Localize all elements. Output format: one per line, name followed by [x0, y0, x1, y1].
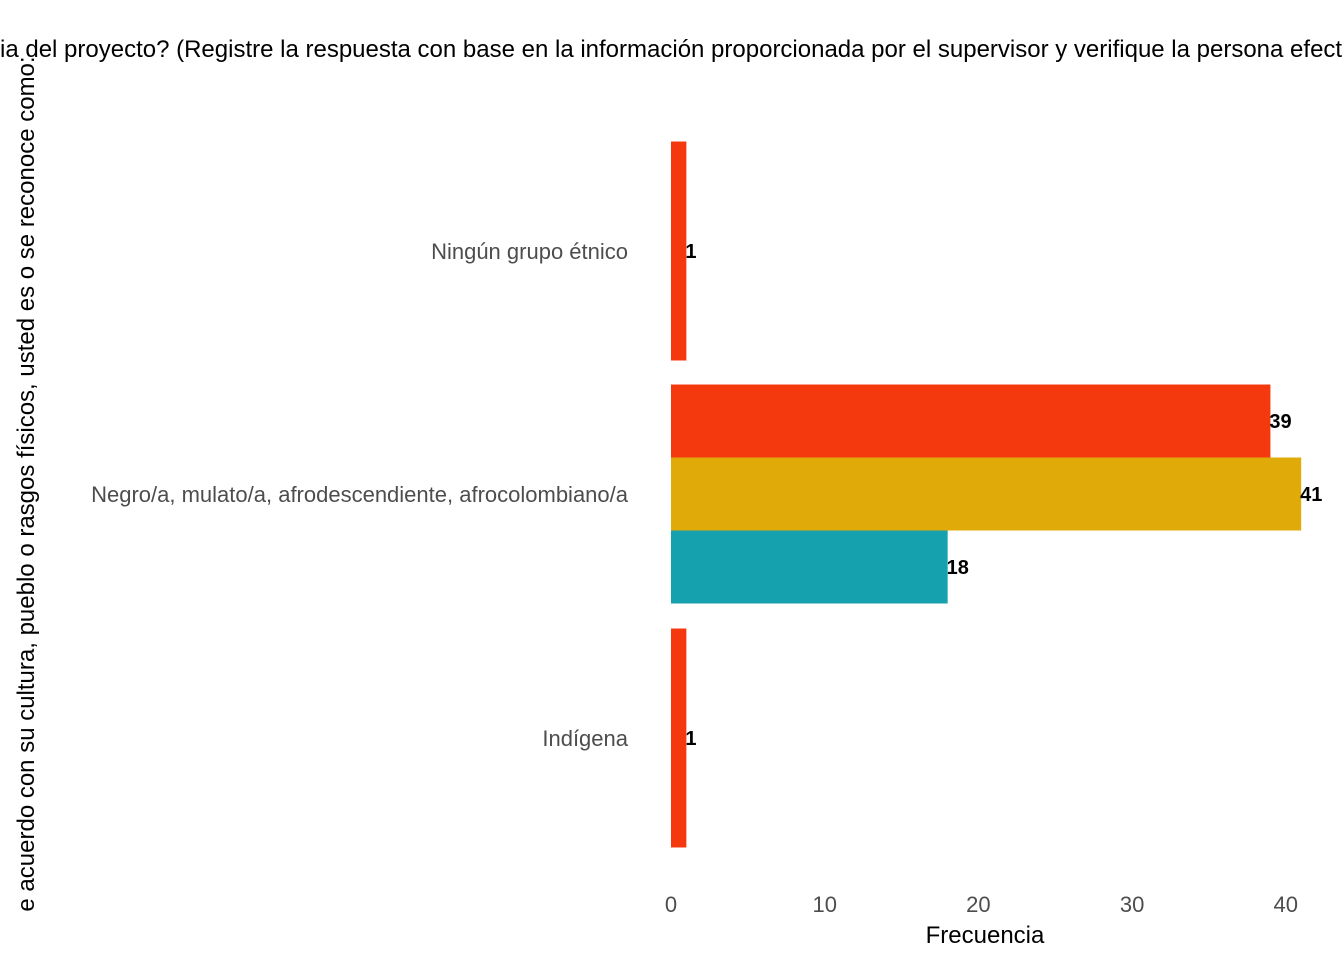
bar-labels-group: 1 39 41 18 1 [685, 241, 1322, 750]
category-label: Negro/a, mulato/a, afrodescendiente, afr… [91, 482, 629, 507]
bar-value-label: 1 [685, 241, 696, 263]
x-tick-labels-group: 0 10 20 30 40 [665, 892, 1298, 917]
bar-value-label: 1 [685, 728, 696, 750]
bar [671, 530, 948, 604]
bar [671, 628, 687, 848]
chart-subtitle: ia del proyecto? (Registre la respuesta … [0, 36, 1342, 63]
x-tick-label: 10 [812, 892, 836, 917]
bar [671, 141, 687, 361]
bar [671, 457, 1302, 531]
x-tick-label: 0 [665, 892, 677, 917]
x-tick-label: 40 [1274, 892, 1298, 917]
y-axis-title: e acuerdo con su cultura, pueblo o rasgo… [13, 56, 40, 911]
category-label: Ningún grupo étnico [431, 239, 628, 264]
bar-value-label: 39 [1269, 411, 1291, 433]
x-axis-title: Frecuencia [926, 922, 1045, 949]
bars-group [671, 141, 1302, 848]
category-labels-group: Ningún grupo étnico Negro/a, mulato/a, af… [91, 239, 629, 751]
bar-value-label: 41 [1300, 484, 1322, 506]
bar-value-label: 18 [947, 557, 969, 579]
x-tick-label: 20 [966, 892, 990, 917]
bar [671, 384, 1271, 458]
x-tick-label: 30 [1120, 892, 1144, 917]
category-label: Indígena [542, 726, 628, 751]
